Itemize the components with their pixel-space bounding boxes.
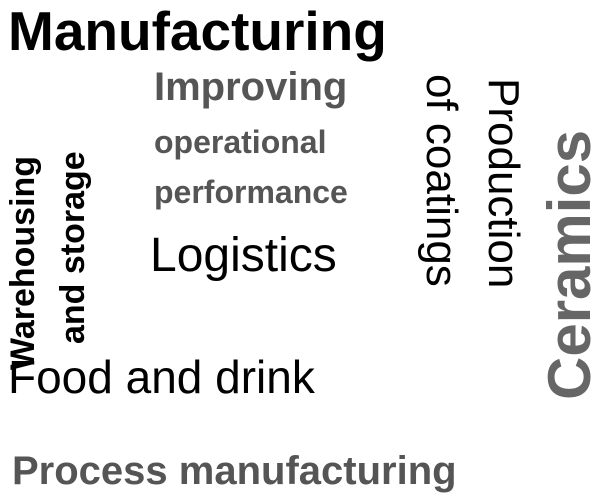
word-and-storage: and storage: [54, 151, 92, 344]
word-logistics: Logistics: [150, 229, 337, 282]
word-food-and-drink: Food and drink: [8, 351, 315, 403]
word-improving: Improving: [154, 65, 348, 109]
word-manufacturing: Manufacturing: [8, 0, 387, 62]
word-operational: operational: [154, 124, 327, 160]
word-production: Production: [479, 78, 528, 289]
word-process-manufacturing: Process manufacturing: [12, 449, 457, 493]
word-ceramics: Ceramics: [536, 129, 600, 400]
word-of-coatings: of coatings: [417, 74, 466, 287]
word-warehousing: Warehousing: [4, 155, 42, 370]
word-performance: performance: [154, 174, 348, 210]
